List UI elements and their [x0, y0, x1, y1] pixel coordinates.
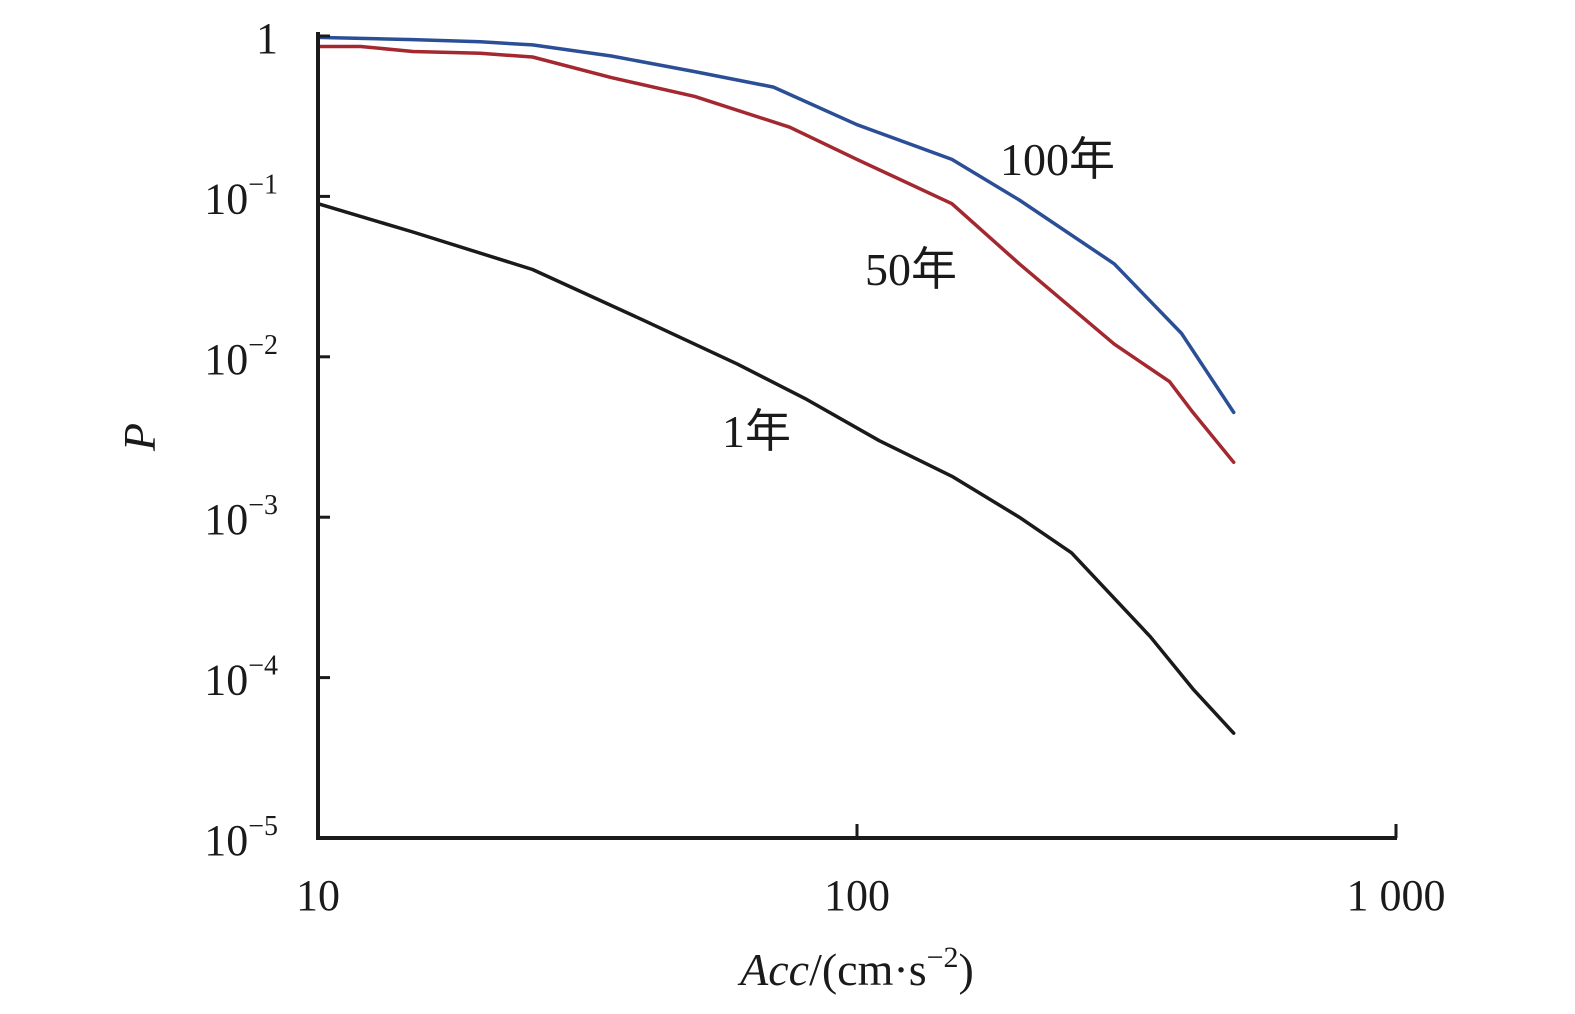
series-line-1 [316, 35, 1236, 415]
series-layer [316, 35, 1236, 735]
y-tick-base: 10 [204, 656, 248, 705]
y-tick-label: 10−2 [204, 330, 278, 384]
y-tick-label: 10−5 [204, 811, 278, 865]
y-tick-exp: −2 [248, 330, 278, 361]
x-tick-label: 1 000 [1347, 871, 1446, 920]
series-line-2 [316, 44, 1236, 465]
x-axis-unit-suffix: ) [959, 944, 974, 995]
series-labels: 100年 50年 1年 [722, 134, 1115, 457]
series-label-1: 100年 [1000, 134, 1115, 185]
y-ticks: 110−110−210−310−410−5 [204, 14, 330, 865]
y-tick-exp: −4 [248, 651, 278, 682]
y-tick-label: 10−4 [204, 651, 278, 705]
y-tick-label: 10−1 [204, 169, 278, 223]
y-tick-base: 10 [204, 335, 248, 384]
series-label-3: 1年 [722, 406, 791, 457]
y-tick-exp: −1 [248, 169, 278, 200]
x-tick-label: 10 [296, 871, 340, 920]
y-tick-base: 10 [204, 495, 248, 544]
y-tick-exp: −3 [248, 490, 278, 521]
y-tick-label: 10−3 [204, 490, 278, 544]
x-axis-var: Acc [737, 944, 809, 995]
series-label-2: 50年 [865, 244, 957, 295]
y-tick-base: 1 [256, 14, 278, 63]
y-tick-exp: −5 [248, 811, 278, 842]
y-tick-base: 10 [204, 174, 248, 223]
y-tick-label: 1 [256, 14, 278, 63]
x-tick-label: 100 [824, 871, 890, 920]
x-axis-title: Acc/(cm·s−2) [737, 941, 974, 995]
x-axis-unit-prefix: /(cm·s [809, 944, 927, 995]
y-tick-base: 10 [204, 816, 248, 865]
plot-area [316, 32, 1397, 840]
x-axis-unit-exp: −2 [927, 941, 959, 974]
series-line-3 [316, 201, 1236, 735]
y-axis-title: P [114, 423, 165, 452]
x-ticks: 10 100 1 000 [296, 824, 1446, 920]
